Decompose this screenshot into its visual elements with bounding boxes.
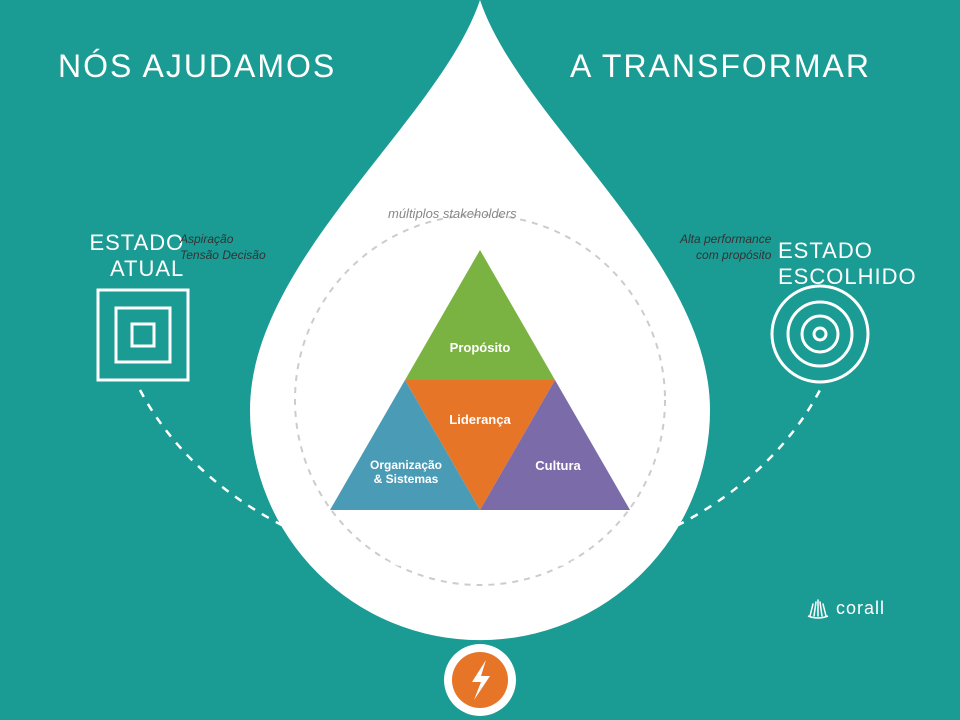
state-left-title: ESTADO ATUAL (86, 230, 184, 283)
logo-text: corall (836, 598, 885, 619)
background-canvas (0, 0, 960, 720)
state-right-title: ESTADO ESCOLHIDO (778, 238, 917, 291)
header-left: NÓS AJUDAMOS (58, 48, 336, 85)
state-left-line1: ESTADO (89, 230, 184, 255)
bolt-badge (444, 644, 516, 716)
state-right-line2: ESCOLHIDO (778, 264, 917, 289)
state-right-sub1: Alta performance (680, 232, 771, 246)
logo: corall (836, 598, 885, 619)
state-right-sub: Alta performance com propósito (680, 232, 771, 263)
stakeholders-label: múltiplos stakeholders (388, 206, 517, 221)
state-left-line2: ATUAL (110, 256, 184, 281)
state-right-sub2: com propósito (696, 248, 771, 262)
state-left-sub1: Aspiração (180, 232, 233, 246)
header-right: A TRANSFORMAR (570, 48, 871, 85)
state-right-line1: ESTADO (778, 238, 873, 263)
state-left-sub: Aspiração Tensão Decisão (180, 232, 266, 263)
state-left-sub2: Tensão Decisão (180, 248, 266, 262)
